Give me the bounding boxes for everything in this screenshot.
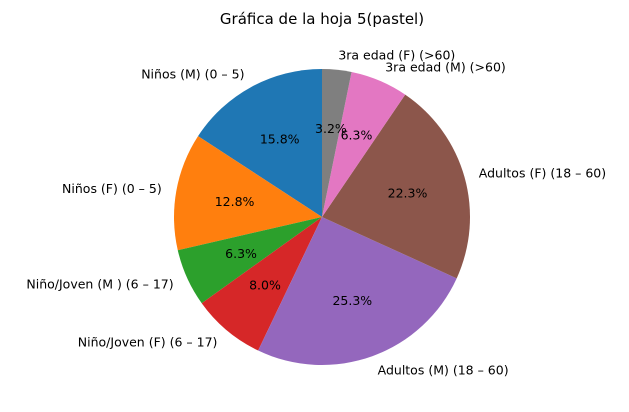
slice-label-1: Niños (F) (0 – 5) [62,181,162,196]
pie-slice-5 [322,94,470,279]
slice-label-4: Adultos (M) (18 – 60) [378,363,509,378]
slice-labels: Niños (M) (0 – 5) Niños (F) (0 – 5) Niño/J… [26,48,606,378]
pie-slices [174,69,470,365]
pie-slice-7 [322,69,352,217]
pie-slice-2 [177,217,322,304]
slice-label-5: Adultos (F) (18 – 60) [479,166,606,181]
percent-labels: 15.8%12.8%6.3%8.0%25.3%22.3%6.3%3.2% [215,121,428,308]
percent-label-2: 6.3% [225,246,257,261]
percent-label-5: 22.3% [388,186,428,201]
percent-label-6: 6.3% [341,128,373,143]
percent-label-7: 3.2% [315,121,347,136]
slice-label-3: Niño/Joven (F) (6 – 17) [78,334,218,349]
pie-slice-6 [322,71,406,218]
chart-title: Gráfica de la hoja 5(pastel) [220,10,424,28]
percent-label-4: 25.3% [332,293,372,308]
pie-slice-0 [198,69,322,217]
pie-slice-4 [258,217,457,365]
pie-slice-1 [174,136,322,251]
percent-label-1: 12.8% [215,194,255,209]
slice-label-0: Niños (M) (0 – 5) [141,66,244,81]
slice-label-7: 3ra edad (F) (>60) [338,48,455,63]
pie-slice-3 [201,217,322,351]
slice-label-2: Niño/Joven (M ) (6 – 17) [26,276,173,291]
percent-label-3: 8.0% [249,278,281,293]
percent-label-0: 15.8% [260,131,300,146]
slice-label-6: 3ra edad (M) (>60) [385,59,506,74]
